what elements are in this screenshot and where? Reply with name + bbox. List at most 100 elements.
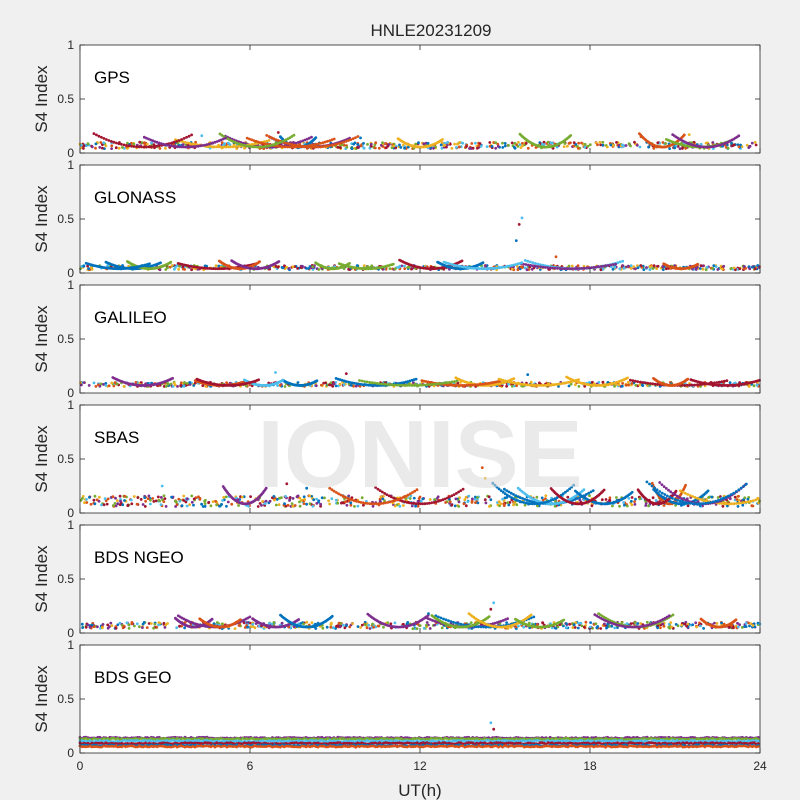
data-point [192, 497, 196, 501]
data-point [582, 266, 586, 270]
data-point [356, 146, 359, 149]
data-point [734, 490, 738, 493]
data-point [291, 265, 295, 269]
data-point [276, 384, 279, 387]
data-point [749, 499, 753, 503]
data-point [162, 494, 166, 498]
data-point [147, 145, 151, 149]
data-point [179, 384, 183, 388]
data-point [531, 261, 535, 265]
data-point [718, 380, 721, 384]
data-point [526, 146, 530, 150]
data-point [185, 135, 189, 139]
data-point [542, 140, 546, 144]
data-point [725, 143, 729, 147]
data-point [739, 501, 743, 505]
data-point [135, 502, 139, 506]
data-point [114, 504, 118, 508]
data-point [102, 503, 106, 507]
data-point [461, 141, 465, 145]
data-point [521, 144, 524, 148]
data-point [110, 381, 114, 385]
data-point [315, 379, 319, 383]
data-point [323, 144, 327, 148]
data-point [658, 481, 662, 484]
data-point [519, 146, 523, 150]
data-point [683, 384, 687, 387]
data-point [712, 147, 715, 151]
data-point [142, 145, 146, 149]
data-point [97, 499, 101, 503]
data-point [303, 138, 307, 142]
data-point [668, 495, 672, 499]
data-point [182, 137, 186, 140]
data-point [563, 267, 567, 270]
data-point [299, 145, 303, 149]
data-point [602, 264, 605, 268]
data-point [570, 267, 574, 271]
data-point [362, 142, 365, 145]
data-point [390, 383, 394, 387]
data-point [638, 497, 642, 501]
data-point [356, 625, 360, 628]
data-point [560, 267, 564, 270]
data-point [106, 497, 110, 501]
data-point [391, 262, 395, 266]
data-point [234, 145, 237, 149]
data-point [432, 146, 435, 150]
data-point [169, 260, 173, 264]
data-point [393, 267, 397, 271]
data-point [188, 142, 192, 145]
data-point [445, 381, 449, 385]
data-point [249, 495, 253, 498]
data-point [194, 140, 198, 144]
data-point [356, 143, 360, 146]
data-point [368, 146, 372, 150]
data-point [576, 264, 580, 268]
data-point [472, 266, 476, 270]
y-tick-label: 0.5 [57, 452, 74, 466]
y-axis-label: S4 Index [32, 185, 51, 253]
data-point [198, 497, 202, 500]
data-point [190, 494, 194, 498]
data-point [722, 502, 726, 506]
data-point [450, 380, 454, 384]
data-point [184, 145, 188, 149]
data-point [434, 145, 437, 149]
data-point [186, 145, 190, 149]
data-point [738, 267, 742, 271]
data-point [632, 265, 636, 269]
data-point [290, 145, 294, 149]
data-point [453, 380, 456, 383]
data-point [352, 142, 356, 146]
data-point [400, 383, 404, 387]
data-point [711, 267, 715, 270]
data-point [684, 146, 687, 150]
data-point [599, 265, 603, 268]
data-point [93, 494, 97, 498]
data-point [398, 383, 401, 387]
data-point [422, 142, 426, 146]
data-point [681, 500, 684, 504]
data-point [574, 143, 578, 146]
data-point [366, 265, 370, 268]
data-point [253, 142, 257, 146]
data-point [660, 491, 664, 495]
data-point [274, 138, 278, 142]
data-point [541, 265, 545, 269]
data-point [739, 486, 743, 490]
data-point [407, 265, 411, 269]
data-point [558, 267, 562, 270]
data-point [542, 143, 546, 146]
data-point [138, 140, 142, 144]
data-point [440, 146, 444, 150]
data-point [180, 504, 184, 508]
data-point [86, 142, 90, 146]
data-point [477, 144, 481, 147]
data-point [663, 493, 667, 496]
data-point [644, 504, 648, 507]
data-point [163, 143, 167, 147]
data-point [170, 495, 174, 499]
data-point [548, 266, 552, 270]
data-point [700, 498, 704, 502]
